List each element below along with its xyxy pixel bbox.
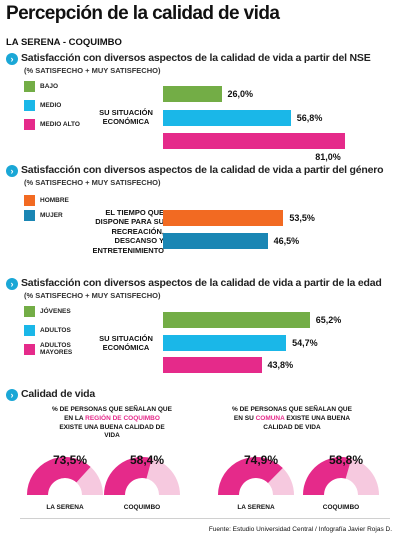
chevron-right-icon: › xyxy=(6,278,18,290)
section-quality-title: Calidad de vida xyxy=(21,388,96,400)
section-gender-subtitle: (% SATISFECHO + MUY SATISFECHO) xyxy=(24,178,161,187)
gauge-name-label: LA SERENA xyxy=(237,504,275,511)
legend-age: JÓVENES ADULTOS ADULTOS MAYORES xyxy=(24,306,76,360)
legend-nse: BAJO MEDIO MEDIO ALTO xyxy=(24,81,80,134)
gauge-value-label: 73,5% xyxy=(53,453,88,467)
bar-hombre xyxy=(163,210,284,226)
legend-swatch xyxy=(24,195,35,206)
donut-caption-comuna: % DE PERSONAS QUE SEÑALAN QUE EN SU COMU… xyxy=(232,406,352,431)
chevron-right-icon: › xyxy=(6,53,18,65)
category-label-age: SU SITUACIÓN ECONÓMICA xyxy=(99,334,153,353)
bar-value-label: 54,7% xyxy=(292,338,318,348)
bar-adultos-mayores xyxy=(163,357,262,373)
page-title: Percepción de la calidad de vida xyxy=(6,3,280,24)
gauge-value-label: 58,4% xyxy=(130,453,165,467)
legend-item-jovenes: JÓVENES xyxy=(24,306,76,317)
bar-value-label: 43,8% xyxy=(267,360,294,370)
gauge-fill xyxy=(303,457,352,495)
section-nse-header: › Satisfacción con diversos aspectos de … xyxy=(6,52,371,65)
gauge-name-label: COQUIMBO xyxy=(123,504,161,511)
bar-adultos xyxy=(163,335,287,351)
bar-jóvenes xyxy=(163,312,310,328)
chevron-right-icon: › xyxy=(6,389,18,401)
donut-caption-region: % DE PERSONAS QUE SEÑALAN QUE EN LA REGI… xyxy=(52,406,172,440)
gauge-name-label: LA SERENA xyxy=(46,504,84,511)
category-label-gender: EL TIEMPO QUE DISPONE PARA SU RECREACIÓN… xyxy=(92,208,164,255)
gauge-fill xyxy=(27,457,91,495)
bar-bajo xyxy=(163,86,222,102)
bar-value-label: 46,5% xyxy=(273,236,300,246)
legend-gender: HOMBRE MUJER xyxy=(24,195,69,225)
legend-swatch xyxy=(24,306,35,317)
section-gender-header: › Satisfacción con diversos aspectos de … xyxy=(6,164,384,177)
source-note: Fuente: Estudio Universidad Central / In… xyxy=(208,526,392,533)
section-nse-subtitle: (% SATISFECHO + MUY SATISFECHO) xyxy=(24,66,161,75)
bar-value-label: 53,5% xyxy=(289,213,315,223)
gauge-fill xyxy=(104,456,152,495)
legend-swatch xyxy=(24,325,35,336)
gauge-fill xyxy=(218,457,283,495)
gauge-value-label: 58,8% xyxy=(329,453,364,467)
legend-swatch xyxy=(24,119,35,130)
legend-item-adultos-mayores: ADULTOS MAYORES xyxy=(24,342,76,356)
bar-mujer xyxy=(163,233,268,249)
section-nse-title: Satisfacción con diversos aspectos de la… xyxy=(21,52,371,64)
legend-swatch xyxy=(24,81,35,92)
section-age-subtitle: (% SATISFECHO + MUY SATISFECHO) xyxy=(24,291,161,300)
legend-item-hombre: HOMBRE xyxy=(24,195,69,206)
legend-item-mujer: MUJER xyxy=(24,210,69,221)
legend-item-bajo: BAJO xyxy=(24,81,80,92)
bar-value-label: 81,0% xyxy=(315,152,341,162)
section-age-title: Satisfacción con diversos aspectos de la… xyxy=(21,277,382,289)
bar-medio xyxy=(163,110,291,126)
bar-value-label: 56,8% xyxy=(296,113,323,123)
gauge-name-label: COQUIMBO xyxy=(322,504,360,511)
legend-item-medio-alto: MEDIO ALTO xyxy=(24,119,80,130)
legend-swatch xyxy=(24,100,35,111)
chevron-right-icon: › xyxy=(6,165,18,177)
bar-value-label: 65,2% xyxy=(315,315,342,325)
section-quality-header: › Calidad de vida xyxy=(6,388,95,401)
section-age-header: › Satisfacción con diversos aspectos de … xyxy=(6,277,382,290)
legend-swatch xyxy=(24,343,35,355)
footer-divider xyxy=(20,518,390,519)
category-label-nse: SU SITUACIÓN ECONÓMICA xyxy=(99,108,153,127)
legend-item-medio: MEDIO xyxy=(24,100,80,111)
section-gender-title: Satisfacción con diversos aspectos de la… xyxy=(21,164,384,176)
legend-item-adultos: ADULTOS xyxy=(24,325,76,336)
page-subtitle: LA SERENA - COQUIMBO xyxy=(6,37,122,48)
gauge-value-label: 74,9% xyxy=(244,453,279,467)
bar-medio-alto xyxy=(163,133,346,149)
bar-value-label: 26,0% xyxy=(227,89,254,99)
legend-swatch xyxy=(24,210,35,221)
